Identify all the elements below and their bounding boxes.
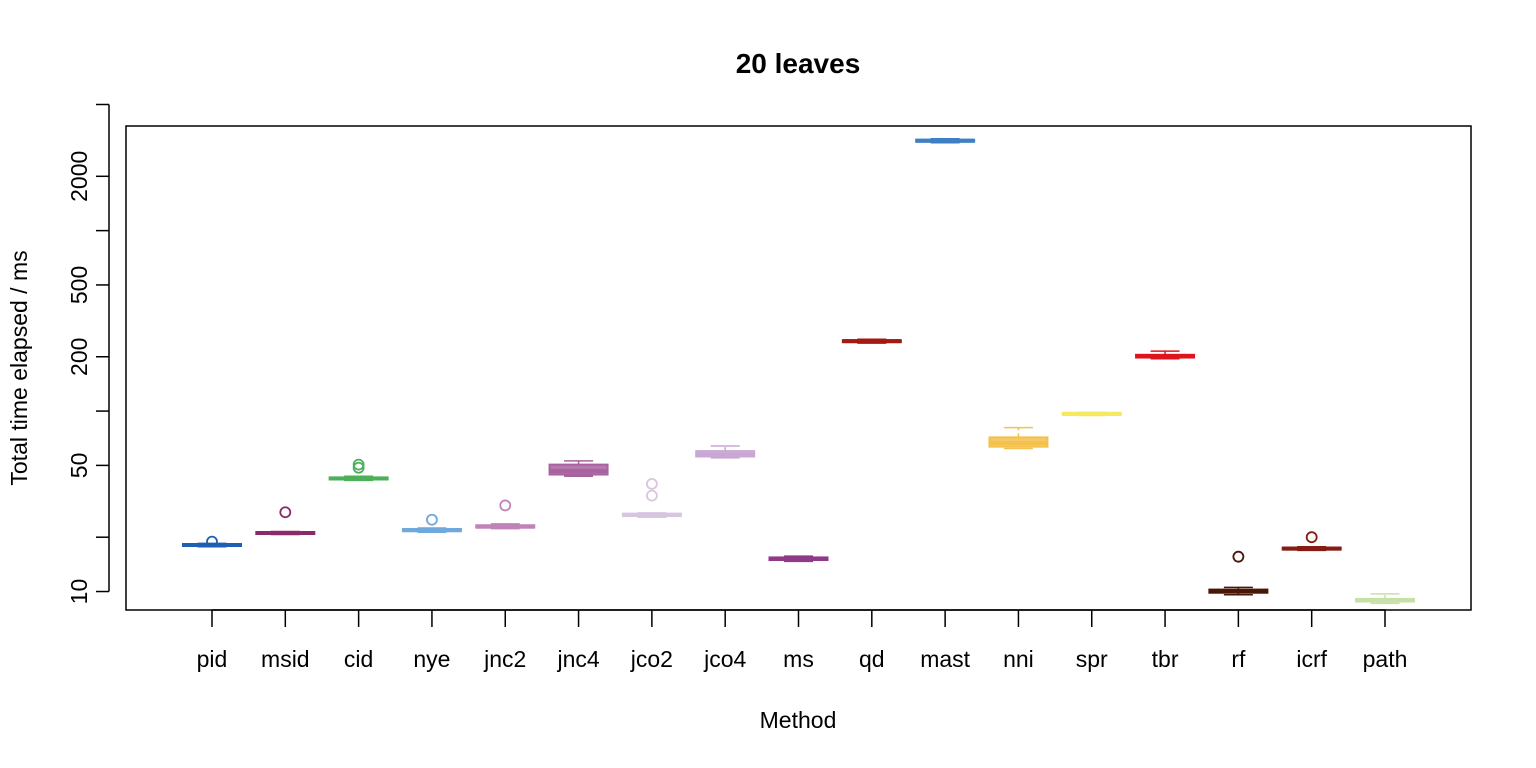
outlier-point: [352, 461, 365, 474]
box-spr: [1061, 411, 1122, 417]
box-qd: [841, 338, 902, 344]
x-tick-label: mast: [920, 646, 970, 672]
x-tick-label: tbr: [1152, 646, 1179, 672]
box-nni: [988, 426, 1049, 450]
x-tick-label: cid: [344, 646, 373, 672]
x-tick-label: jco2: [630, 646, 673, 672]
box-path: [1355, 593, 1415, 605]
outlier-point: [645, 477, 658, 490]
outlier-point: [206, 535, 218, 548]
x-tick-label: spr: [1076, 646, 1108, 672]
box-nye: [401, 513, 462, 534]
y-tick-label: 200: [66, 338, 92, 376]
box-pid: [182, 535, 242, 548]
boxes-group: [182, 137, 1415, 605]
x-axis-label: Method: [760, 707, 837, 733]
y-tick-label: 50: [66, 453, 92, 479]
x-tick-label: pid: [197, 646, 228, 672]
outlier-point: [645, 489, 658, 502]
x-tick-label: jnc4: [556, 646, 599, 672]
y-tick-label: 500: [66, 266, 92, 304]
y-axis: 10 50 200 500 2000: [66, 103, 110, 605]
box-cid: [328, 458, 389, 482]
box-rf: [1208, 550, 1269, 596]
x-tick-label: msid: [261, 646, 310, 672]
box-icrf: [1281, 531, 1342, 552]
outlier-point: [499, 499, 512, 512]
x-tick-label: jnc2: [483, 646, 526, 672]
outlier-point: [1232, 550, 1245, 563]
x-tick-label: rf: [1231, 646, 1246, 672]
box-msid: [255, 506, 316, 536]
x-tick-label: nye: [413, 646, 450, 672]
x-axis: pid msid cid nye jnc2 jnc4 jco2 jco4 ms qd mast nni…: [197, 609, 1408, 672]
x-tick-label: qd: [859, 646, 885, 672]
y-tick-label: 10: [66, 579, 92, 605]
x-tick-label: icrf: [1296, 646, 1327, 672]
box-jco2: [621, 477, 682, 518]
outlier-point: [1305, 531, 1318, 544]
chart-title: 20 leaves: [736, 48, 861, 79]
outlier-point: [352, 458, 365, 471]
outlier-point: [426, 513, 438, 526]
box-ms: [768, 555, 829, 563]
x-tick-label: path: [1363, 646, 1408, 672]
plot-frame: [125, 125, 1472, 611]
box-jco4: [695, 445, 756, 459]
box-tbr: [1135, 350, 1196, 360]
box-mast: [915, 137, 976, 144]
box-jnc2: [475, 499, 536, 530]
y-axis-label: Total time elapsed / ms: [6, 250, 32, 485]
x-tick-label: jco4: [703, 646, 746, 672]
box-jnc4: [548, 460, 609, 478]
y-tick-label: 2000: [66, 151, 92, 202]
outlier-point: [279, 506, 292, 519]
x-tick-label: ms: [783, 646, 814, 672]
x-tick-label: nni: [1003, 646, 1034, 672]
